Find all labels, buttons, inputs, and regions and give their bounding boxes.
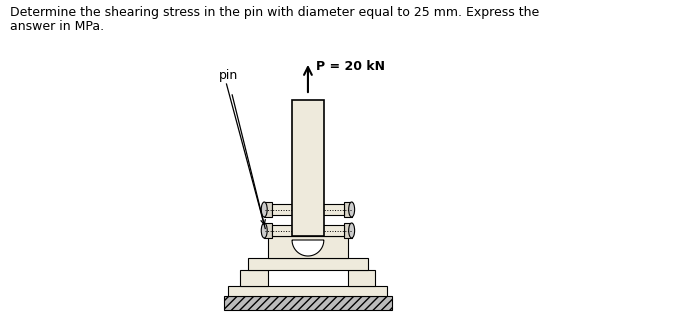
Bar xyxy=(344,223,352,238)
Polygon shape xyxy=(292,240,324,256)
Ellipse shape xyxy=(261,202,267,217)
Bar xyxy=(344,202,352,217)
Bar xyxy=(292,100,324,236)
Text: P = 20 kN: P = 20 kN xyxy=(316,59,385,72)
Text: answer in MPa.: answer in MPa. xyxy=(10,20,104,33)
Bar xyxy=(229,286,387,296)
Bar xyxy=(272,204,344,215)
Bar xyxy=(248,258,368,270)
Bar xyxy=(348,270,376,286)
Bar xyxy=(264,223,272,238)
Bar xyxy=(272,225,344,236)
Text: Determine the shearing stress in the pin with diameter equal to 25 mm. Express t: Determine the shearing stress in the pin… xyxy=(10,6,539,19)
Bar xyxy=(240,270,268,286)
Ellipse shape xyxy=(261,223,267,238)
Text: pin: pin xyxy=(218,69,238,82)
Ellipse shape xyxy=(349,223,354,238)
Bar xyxy=(268,236,348,258)
Bar xyxy=(264,202,272,217)
Bar xyxy=(223,296,392,310)
Ellipse shape xyxy=(349,202,354,217)
